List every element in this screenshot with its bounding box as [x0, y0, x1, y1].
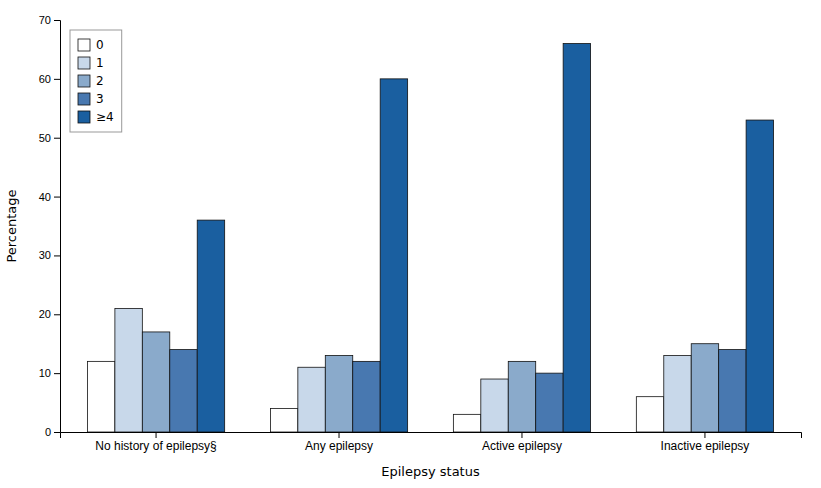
x-tick-label: Inactive epilepsy — [661, 439, 750, 453]
x-tick: No history of epilepsy§ — [95, 432, 216, 453]
legend-swatch — [78, 111, 90, 123]
y-tick-mark — [54, 197, 60, 198]
bar — [142, 332, 169, 432]
x-tick: Inactive epilepsy — [661, 432, 750, 453]
chart: No history of epilepsy§ Any epilepsy Activ… — [0, 0, 821, 488]
bar — [453, 414, 480, 432]
legend-label: 2 — [96, 74, 104, 88]
x-tick-mark — [339, 432, 340, 438]
bar — [170, 350, 197, 432]
bar — [481, 379, 508, 432]
bar — [380, 79, 407, 432]
legend-item: ≥4 — [78, 110, 114, 124]
y-axis-title: Percentage — [4, 189, 19, 262]
y-tick-label: 40 — [39, 191, 51, 203]
y-tick-mark — [54, 20, 60, 21]
bar — [563, 44, 590, 432]
legend-swatch — [78, 75, 90, 87]
x-axis: No history of epilepsy§ Any epilepsy Activ… — [61, 432, 802, 453]
bar — [298, 367, 325, 432]
y-axis-line — [54, 21, 61, 433]
y-tick: 30 — [39, 249, 60, 261]
legend-label: 0 — [96, 38, 104, 52]
legend-item: 0 — [78, 38, 104, 52]
legend-swatch — [78, 57, 90, 69]
x-axis-title: Epilepsy status — [381, 464, 480, 479]
bar — [746, 120, 773, 432]
y-tick: 60 — [39, 73, 60, 85]
y-tick: 40 — [39, 191, 60, 203]
y-tick: 70 — [39, 14, 60, 26]
y-tick: 10 — [39, 367, 60, 379]
bars — [87, 44, 773, 432]
legend-label: 3 — [96, 92, 104, 106]
y-axis: 0 10 20 30 40 50 60 70 — [39, 14, 61, 438]
legend-swatch — [78, 93, 90, 105]
y-tick-mark — [54, 373, 60, 374]
bar — [508, 361, 535, 432]
x-axis-line — [61, 433, 802, 439]
legend-frame — [70, 30, 122, 132]
y-tick-mark — [54, 432, 60, 433]
legend-swatch — [78, 39, 90, 51]
bar — [87, 361, 114, 432]
y-tick-label: 70 — [39, 14, 51, 26]
y-tick-label: 30 — [39, 249, 51, 261]
x-tick-label: Any epilepsy — [305, 439, 373, 453]
x-tick-label: Active epilepsy — [482, 439, 562, 453]
bar — [719, 350, 746, 432]
bar — [115, 308, 142, 432]
x-tick-mark — [521, 432, 522, 438]
legend-label: 1 — [96, 56, 104, 70]
legend-item: 3 — [78, 92, 104, 106]
legend: 0 1 2 3 ≥4 — [70, 30, 122, 132]
y-tick-label: 0 — [45, 426, 51, 438]
x-tick-label: No history of epilepsy§ — [95, 439, 216, 453]
x-tick-mark — [704, 432, 705, 438]
y-tick-label: 20 — [39, 308, 51, 320]
y-tick-label: 60 — [39, 73, 51, 85]
legend-item: 2 — [78, 74, 104, 88]
y-tick-mark — [54, 314, 60, 315]
y-tick: 0 — [45, 426, 60, 438]
y-tick-mark — [54, 255, 60, 256]
y-tick: 20 — [39, 308, 60, 320]
bar — [353, 361, 380, 432]
y-tick-mark — [54, 79, 60, 80]
bar — [270, 408, 297, 432]
bar — [197, 220, 224, 432]
y-tick-label: 50 — [39, 132, 51, 144]
plot: No history of epilepsy§ Any epilepsy Activ… — [39, 14, 802, 453]
y-tick: 50 — [39, 132, 60, 144]
bar — [664, 355, 691, 432]
x-tick-mark — [156, 432, 157, 438]
x-tick: Any epilepsy — [305, 432, 373, 453]
bar — [691, 344, 718, 432]
bar — [536, 373, 563, 432]
y-tick-mark — [54, 138, 60, 139]
bar — [325, 355, 352, 432]
legend-label: ≥4 — [96, 110, 114, 124]
bar — [636, 397, 663, 432]
x-tick: Active epilepsy — [482, 432, 562, 453]
legend-item: 1 — [78, 56, 104, 70]
y-tick-label: 10 — [39, 367, 51, 379]
